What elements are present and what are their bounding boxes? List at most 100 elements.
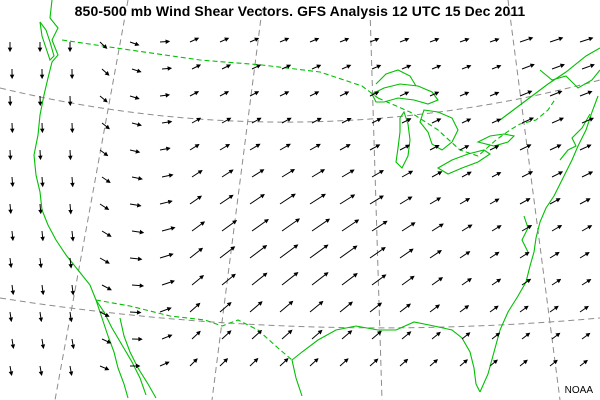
shear-vector-head xyxy=(262,272,268,278)
shear-vector-head xyxy=(378,195,384,200)
shear-vector-head xyxy=(102,97,108,103)
shear-vector-head xyxy=(344,91,350,96)
shear-vector-head xyxy=(526,278,532,284)
shear-vector-head xyxy=(467,277,472,283)
shear-vector-head xyxy=(376,64,382,69)
shear-vector-head xyxy=(106,286,112,291)
shear-vector-head xyxy=(496,172,502,177)
shear-vector-head xyxy=(406,331,412,336)
shear-vector-head xyxy=(226,64,232,69)
shear-vector-head xyxy=(587,90,593,95)
shear-vector-head xyxy=(104,259,110,264)
shear-vector-head xyxy=(287,329,293,335)
shear-vector-head xyxy=(374,91,380,96)
shear-vector-head xyxy=(137,256,143,262)
shear-vector-head xyxy=(377,302,383,308)
shear-vector-head xyxy=(102,44,108,49)
shear-vector-head xyxy=(168,252,174,258)
shear-vector-head xyxy=(256,117,262,122)
shear-vector-head xyxy=(559,117,564,122)
lake-huron xyxy=(419,109,459,151)
shear-vector-head xyxy=(494,198,500,203)
shear-vector-head xyxy=(527,90,533,95)
shear-vector-head xyxy=(7,47,13,53)
shear-vectors xyxy=(7,36,595,376)
shear-vector-head xyxy=(40,236,45,242)
graticule-lat-line xyxy=(0,297,600,329)
shear-vector-head xyxy=(70,182,75,188)
shear-vector-head xyxy=(496,225,502,230)
shear-vector-head xyxy=(170,226,176,231)
graticule-lon-line xyxy=(507,0,561,400)
shear-vector-head xyxy=(436,197,442,202)
shear-vector-head xyxy=(347,330,353,335)
atlantic-coast xyxy=(479,95,599,393)
shear-vector-head xyxy=(104,366,110,371)
shear-vector-head xyxy=(465,198,471,203)
shear-vector-head xyxy=(587,225,593,230)
shear-vector-head xyxy=(286,64,292,69)
shear-vector-head xyxy=(436,118,442,123)
graticule-lon-line xyxy=(369,9,383,400)
shear-vector-head xyxy=(194,144,200,149)
chesapeake-bay xyxy=(521,215,529,253)
shear-vector-head xyxy=(136,363,141,369)
shear-vector-head xyxy=(586,279,592,284)
shear-vector-shaft xyxy=(339,245,357,259)
shear-vector-head xyxy=(346,118,352,123)
shear-vector-head xyxy=(464,145,470,150)
shear-vector-shaft xyxy=(309,244,328,259)
shear-vector-head xyxy=(8,209,13,215)
shear-vector-head xyxy=(496,118,502,123)
shear-vector-head xyxy=(68,155,73,161)
shear-vector-head xyxy=(70,290,76,296)
shear-vector-head xyxy=(70,344,76,350)
shear-vector-head xyxy=(436,331,441,337)
shear-vector-head xyxy=(465,251,471,256)
shear-vector-head xyxy=(260,193,265,199)
shear-vector-head xyxy=(283,357,289,363)
shear-vector-head xyxy=(263,218,269,224)
shear-vector-head xyxy=(10,344,16,349)
shear-vector-head xyxy=(40,182,45,188)
shear-vector-head xyxy=(409,275,415,281)
shear-vector-head xyxy=(136,68,142,73)
us-canada-border xyxy=(61,39,379,99)
shear-vector-head xyxy=(528,36,534,42)
shear-vector-head xyxy=(253,357,259,363)
shear-vector-head xyxy=(257,301,263,306)
shear-vector-head xyxy=(290,169,296,174)
shear-vector-head xyxy=(375,144,381,149)
shear-vector-head xyxy=(352,245,358,250)
shear-vector-head xyxy=(495,332,501,338)
shear-vector-head xyxy=(558,36,564,42)
shear-vector-head xyxy=(200,221,206,226)
shear-vector-head xyxy=(524,251,530,257)
shear-vector-head xyxy=(523,305,529,311)
shear-vector-head xyxy=(466,171,472,176)
graticule-lon-line xyxy=(54,0,129,400)
shear-vector-head xyxy=(255,143,261,148)
shear-vector-head xyxy=(528,171,534,176)
shear-vector-head xyxy=(39,128,45,134)
shear-vector-head xyxy=(38,155,43,161)
shear-vector-head xyxy=(199,274,205,280)
shear-vector-head xyxy=(165,39,171,44)
shear-vector-head xyxy=(381,274,387,279)
shear-vector-head xyxy=(38,209,43,215)
shear-vector-head xyxy=(464,91,470,96)
shear-vector-head xyxy=(320,193,326,199)
st-lawrence xyxy=(499,47,600,121)
shear-vector-head xyxy=(40,344,46,350)
shear-vector-head xyxy=(106,339,112,344)
shear-vector-head xyxy=(195,302,201,308)
shear-vector-head xyxy=(584,252,590,257)
shear-vector-head xyxy=(256,64,262,69)
shear-vector-head xyxy=(463,359,468,364)
shear-vector-head xyxy=(138,336,143,342)
shear-vector-head xyxy=(106,232,112,237)
mexico-gulf-coast xyxy=(291,359,303,397)
shear-vector-head xyxy=(378,170,384,175)
shear-vector-head xyxy=(168,173,174,178)
shear-vector-head xyxy=(590,63,595,69)
